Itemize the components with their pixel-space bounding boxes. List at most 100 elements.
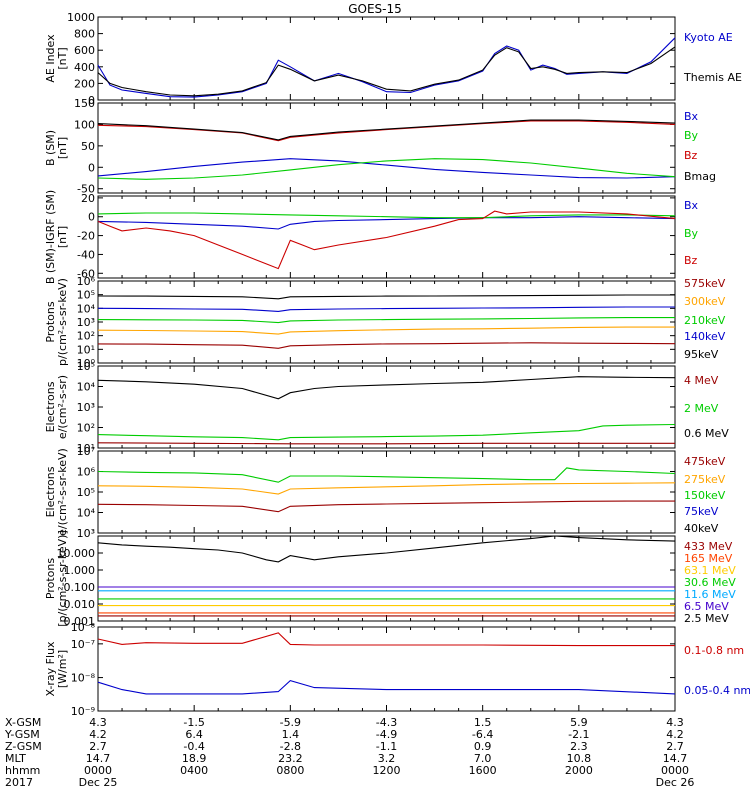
series-line [97, 216, 676, 230]
legend-entry: 40keV [684, 522, 719, 535]
legend-entry: Bz [684, 149, 698, 162]
y-tick-label: 1.000 [64, 564, 96, 577]
x-axis-value: 14.7 [86, 752, 111, 765]
y-axis-label-line: Protons [44, 301, 57, 342]
x-axis-table: X-GSMY-GSMZ-GSMMLThhmm20174.34.22.714.70… [4, 716, 694, 789]
legend-entry: 475keV [684, 455, 726, 468]
panel-3: -60 -40 -20 0 20 B (SM)-IGRF (SM)[nT] Bx By Bz [44, 190, 699, 284]
y-axis-label-line: [W/m²] [56, 650, 69, 688]
y-axis-label: Protons[p/(cm²-s-sr-keV)] [44, 530, 69, 627]
x-axis-value: -4.3 [376, 716, 397, 729]
y-axis-label-line: [nT] [56, 137, 69, 159]
x-axis-value: -1.5 [183, 716, 204, 729]
chart-title: GOES-15 [348, 2, 402, 16]
y-axis-label-line: e/(cm²-s-sr-keV) [56, 448, 69, 536]
x-axis-value: 5.9 [570, 716, 588, 729]
x-axis-value: 1.4 [282, 728, 300, 741]
series-line [97, 294, 675, 300]
panel-2: -50 0 50 100 150 B (SM)[nT] Bx By Bz Bmag [44, 97, 716, 196]
legend-entry: 0.1-0.8 nm [684, 644, 744, 657]
series-line [97, 119, 676, 141]
legend-entry: 2.5 MeV [684, 612, 729, 625]
y-tick-label: -50 [77, 183, 95, 196]
panel-frame [97, 16, 676, 101]
y-axis-label-line: [nT] [56, 226, 69, 248]
y-axis-label-line: Electrons [44, 381, 57, 432]
series-line [97, 306, 675, 312]
y-tick-label: 10⁰ [77, 357, 96, 370]
x-axis-value: 1.5 [474, 716, 492, 729]
y-axis-label: Electronse/(cm²-s-sr) [44, 375, 69, 439]
panel-5: 10¹ 10² 10³ 10⁴ 10⁵ Electronse/(cm²-s-sr) 4 Me… [44, 360, 729, 455]
x-axis-value: 2.3 [570, 740, 588, 753]
legend-entry: 6.5 MeV [684, 600, 729, 613]
x-axis-value: -6.4 [472, 728, 493, 741]
y-axis-label-line: AE Index [44, 34, 57, 83]
x-axis-value: -2.8 [280, 740, 301, 753]
legend-entry: 11.6 MeV [684, 588, 736, 601]
x-axis-value: 4.2 [666, 728, 684, 741]
y-tick-label: 10⁻⁹ [71, 705, 95, 718]
panel-frame [97, 535, 676, 622]
panel-frame [97, 450, 676, 534]
series-line [97, 442, 675, 445]
y-tick-label: 10⁵ [77, 289, 95, 302]
series-line [97, 120, 676, 142]
legend-entry: 0.05-0.4 nm [684, 684, 750, 697]
series-line [97, 467, 676, 483]
y-tick-label: 0.010 [64, 598, 96, 611]
x-axis-value: 0000 [84, 764, 112, 777]
x-axis-value: 4.3 [666, 716, 684, 729]
series-line [97, 317, 675, 324]
legend-entry: 75keV [684, 505, 719, 518]
y-tick-label: 0 [88, 94, 95, 107]
y-tick-label: 1000 [67, 11, 95, 24]
x-axis-row-label: X-GSM [5, 716, 41, 729]
x-axis-row-label: 2017 [5, 776, 33, 789]
series-line [97, 632, 675, 647]
y-tick-label: 10⁻⁸ [71, 621, 96, 634]
y-tick-label: 10⁴ [77, 381, 96, 394]
y-tick-label: 10⁴ [77, 302, 96, 315]
x-axis-row-label: Z-GSM [5, 740, 42, 753]
y-tick-label: 150 [74, 97, 95, 110]
legend-entry: 95keV [684, 348, 719, 361]
legend-entry: Bmag [684, 170, 716, 183]
y-tick-label: 10⁻⁷ [71, 638, 95, 651]
x-axis-value: -4.9 [376, 728, 397, 741]
x-axis-row-label: Y-GSM [4, 728, 40, 741]
x-axis-value: 1600 [469, 764, 497, 777]
y-tick-label: 100 [74, 118, 95, 131]
y-tick-label: -60 [77, 267, 95, 280]
y-axis-label-line: B (SM)-IGRF (SM) [44, 190, 57, 284]
y-tick-label: 0 [88, 211, 95, 224]
y-tick-label: 10⁻⁸ [71, 672, 96, 685]
series-line [97, 158, 676, 179]
series-line [97, 482, 676, 495]
series-line [97, 535, 676, 563]
y-axis-label-line: B (SM) [44, 130, 57, 166]
panel-8: 10⁻⁹ 10⁻⁸ 10⁻⁷ 10⁻⁸X-ray Flux[W/m²] 0.1-0.8 … [44, 621, 750, 718]
series-line [97, 376, 676, 400]
legend-entry: 165 MeV [684, 552, 733, 565]
series-line [97, 500, 675, 513]
y-axis-label: Protonsp/(cm²-s-sr-keV) [44, 278, 69, 366]
x-axis-value: 4.3 [89, 716, 107, 729]
legend-entry: 0.6 MeV [684, 427, 729, 440]
legend-entry: 4 MeV [684, 374, 719, 387]
y-tick-label: -20 [77, 230, 95, 243]
y-tick-label: 10⁶ [77, 466, 96, 479]
panel-frame [97, 102, 676, 194]
x-axis-value: -1.1 [376, 740, 397, 753]
y-axis-label-line: Protons [44, 558, 57, 599]
y-axis-label-line: p/(cm²-s-sr-keV) [56, 278, 69, 366]
y-tick-label: 10³ [77, 527, 95, 540]
y-axis-label: X-ray Flux[W/m²] [44, 641, 69, 697]
series-line [97, 158, 676, 180]
y-tick-label: 10² [77, 422, 95, 435]
y-axis-label-line: e/(cm²-s-sr) [56, 375, 69, 439]
y-tick-label: 10⁷ [77, 445, 95, 458]
y-axis-label: Electronse/(cm²-s-sr-keV) [44, 448, 69, 536]
legend-entry: Bz [684, 254, 698, 267]
